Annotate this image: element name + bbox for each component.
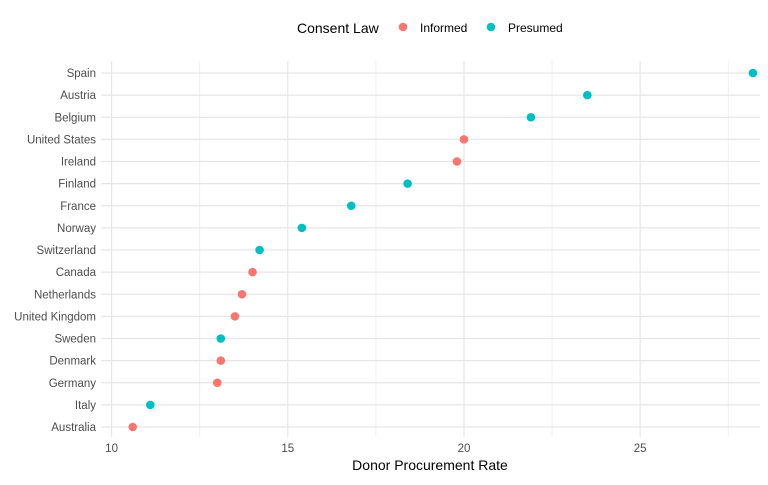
y-tick-label: Spain	[67, 68, 96, 80]
data-point	[452, 157, 462, 166]
y-tick-label: Austria	[60, 90, 96, 102]
data-point	[583, 90, 592, 100]
legend-entries: Informed Presumed	[398, 21, 563, 35]
legend-label: Informed	[420, 21, 467, 35]
grid-lines	[101, 61, 760, 437]
y-tick-label: Belgium	[54, 112, 96, 124]
y-tick-label: Australia	[51, 422, 96, 434]
y-tick-label: Norway	[57, 223, 96, 235]
x-tick-label: 20	[458, 443, 471, 455]
data-point	[748, 68, 758, 78]
x-tick-label: 15	[281, 443, 294, 455]
y-tick-label: Italy	[75, 400, 96, 412]
x-axis-tick-labels: 10 15 20 25	[105, 443, 646, 455]
legend-label: Presumed	[508, 21, 563, 35]
y-tick-label: Finland	[58, 179, 96, 191]
legend: Consent Law Informed Presumed	[297, 20, 563, 36]
y-tick-label: Netherlands	[34, 289, 96, 301]
data-point	[255, 245, 264, 255]
x-tick-label: 10	[105, 443, 118, 455]
legend-title: Consent Law	[297, 20, 380, 36]
y-tick-label: Canada	[56, 267, 97, 279]
data-point	[212, 378, 222, 388]
y-tick-label: Sweden	[54, 334, 96, 346]
y-tick-label: Switzerland	[37, 245, 96, 257]
data-point	[146, 400, 155, 410]
y-axis-tick-labels: Spain Austria Belgium United States Ireland F…	[14, 68, 96, 434]
data-point	[526, 112, 536, 122]
legend-key	[486, 22, 496, 32]
data-point	[248, 267, 257, 277]
y-tick-label: Denmark	[49, 356, 96, 368]
x-tick-label: 25	[634, 443, 647, 455]
data-point	[297, 223, 307, 233]
data-point	[459, 135, 469, 144]
y-tick-label: United Kingdom	[14, 311, 96, 323]
y-tick-label: Germany	[49, 378, 97, 390]
y-tick-label: United States	[27, 134, 96, 146]
data-point	[216, 356, 226, 365]
data-point	[237, 289, 247, 299]
data-points	[128, 68, 758, 432]
data-point	[230, 312, 240, 321]
x-axis-title: Donor Procurement Rate	[352, 457, 508, 473]
data-point	[346, 201, 356, 211]
data-point	[128, 422, 138, 432]
legend-key	[398, 22, 408, 32]
data-point	[216, 334, 226, 343]
y-tick-label: Ireland	[61, 157, 96, 169]
y-tick-label: France	[60, 201, 96, 213]
data-point	[403, 179, 412, 188]
